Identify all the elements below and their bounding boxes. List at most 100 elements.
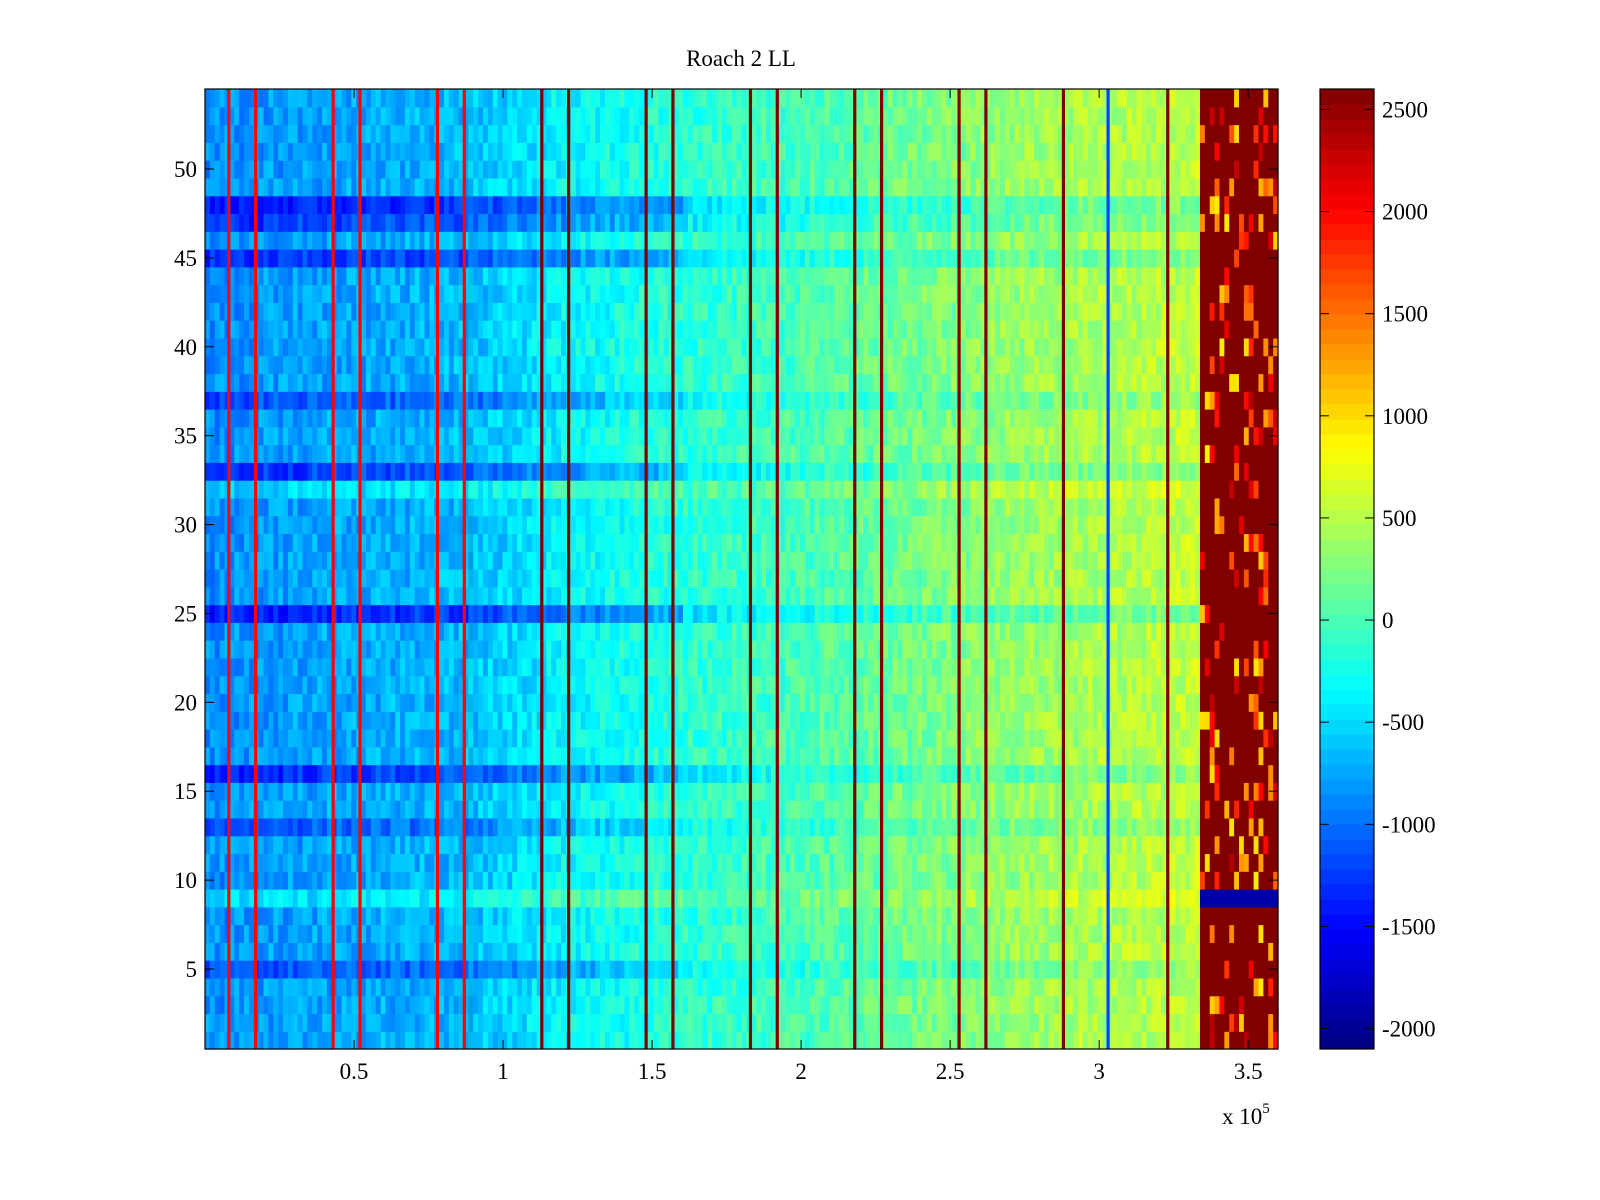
heatmap-cell: [951, 977, 957, 997]
heatmap-cell: [853, 746, 860, 766]
heatmap-cell: [365, 871, 372, 890]
heatmap-cell: [800, 889, 806, 908]
heatmap-cell: [414, 1031, 421, 1050]
heatmap-cell: [307, 782, 313, 801]
heatmap-cell: [385, 693, 391, 712]
heatmap-cell: [1048, 853, 1055, 872]
heatmap-cell: [1156, 693, 1162, 712]
heatmap-cell: [1092, 693, 1099, 712]
heatmap-cell: [663, 640, 669, 659]
heatmap-cell: [351, 657, 357, 677]
heatmap-cell: [653, 746, 660, 766]
heatmap-cell: [619, 675, 626, 695]
heatmap-cell: [1136, 924, 1143, 943]
heatmap-cell: [1248, 800, 1255, 819]
heatmap-cell: [912, 871, 918, 890]
heatmap-cell: [687, 711, 694, 730]
heatmap-cell: [1141, 693, 1147, 712]
heatmap-cell: [1273, 729, 1279, 748]
heatmap-cell: [697, 889, 704, 908]
heatmap-cell: [824, 977, 830, 997]
heatmap-cell: [1009, 906, 1016, 926]
heatmap-cell: [741, 782, 747, 801]
heatmap-cell: [770, 817, 777, 837]
heatmap-cell: [1253, 729, 1260, 748]
heatmap-cell: [1082, 853, 1089, 872]
heatmap-cell: [614, 960, 621, 979]
heatmap-cell: [770, 942, 777, 961]
heatmap-cell: [1141, 800, 1147, 819]
heatmap-cell: [517, 640, 523, 659]
heatmap-cell: [1058, 871, 1064, 890]
heatmap-cell: [1000, 1031, 1006, 1050]
heatmap-cell: [697, 782, 704, 801]
heatmap-cell: [697, 675, 704, 695]
heatmap-cell: [702, 782, 708, 801]
heatmap-cell: [1204, 835, 1211, 855]
heatmap-cell: [1160, 871, 1167, 890]
heatmap-cell: [761, 675, 767, 695]
heatmap-cell: [873, 675, 879, 695]
heatmap-cell: [1234, 1031, 1240, 1050]
heatmap-cell: [453, 675, 460, 695]
heatmap-cell: [283, 800, 289, 819]
heatmap-cell: [717, 817, 723, 837]
heatmap-cell: [1029, 746, 1035, 766]
heatmap-cell: [585, 924, 591, 943]
heatmap-cell: [1131, 1013, 1138, 1032]
heatmap-cell: [1204, 693, 1211, 712]
heatmap-cell: [307, 817, 313, 837]
heatmap-cell: [1082, 729, 1089, 748]
heatmap-cell: [931, 995, 938, 1015]
heatmap-cell: [414, 729, 421, 748]
heatmap-cell: [648, 640, 655, 659]
heatmap-cell: [263, 729, 270, 748]
heatmap-cell: [960, 1031, 967, 1050]
heatmap-cell: [370, 835, 377, 855]
heatmap-cell: [995, 800, 1001, 819]
heatmap-cell: [258, 746, 265, 766]
heatmap-cell: [336, 693, 343, 712]
heatmap-cell: [980, 800, 986, 819]
heatmap-cell: [765, 782, 772, 801]
heatmap-cell: [941, 835, 947, 855]
heatmap-cell: [1082, 942, 1089, 961]
heatmap-cell: [600, 977, 606, 997]
heatmap-cell: [531, 675, 538, 695]
heatmap-cell: [287, 924, 294, 943]
heatmap-cell: [1019, 995, 1025, 1015]
heatmap-cell: [1219, 924, 1225, 943]
heatmap-cell: [507, 800, 513, 819]
heatmap-cell: [205, 675, 211, 695]
heatmap-cell: [478, 657, 484, 677]
heatmap-cell: [273, 693, 279, 712]
heatmap-cell: [234, 657, 240, 677]
heatmap-cell: [458, 1031, 465, 1050]
heatmap-cell: [614, 995, 621, 1015]
heatmap-cell: [1199, 906, 1206, 926]
heatmap-cell: [258, 657, 265, 677]
heatmap-cell: [634, 960, 640, 979]
heatmap-cell: [868, 675, 874, 695]
heatmap-cell: [526, 693, 533, 712]
heatmap-cell: [229, 782, 235, 801]
heatmap-cell: [561, 711, 567, 730]
heatmap-cell: [1043, 977, 1050, 997]
heatmap-cell: [682, 853, 689, 872]
heatmap-cell: [507, 995, 513, 1015]
heatmap-cell: [585, 729, 591, 748]
heatmap-cell: [985, 871, 991, 890]
heatmap-cell: [668, 995, 674, 1015]
heatmap-cell: [317, 1013, 323, 1032]
heatmap-cell: [917, 924, 923, 943]
heatmap-cell: [205, 853, 211, 872]
heatmap-cell: [1258, 889, 1264, 908]
heatmap-cell: [502, 764, 508, 783]
heatmap-cell: [219, 800, 226, 819]
heatmap-cell: [678, 817, 684, 837]
heatmap-cell: [907, 977, 913, 997]
heatmap-cell: [1224, 729, 1230, 748]
heatmap-cell: [951, 871, 957, 890]
heatmap-cell: [614, 853, 621, 872]
heatmap-cell: [995, 835, 1001, 855]
